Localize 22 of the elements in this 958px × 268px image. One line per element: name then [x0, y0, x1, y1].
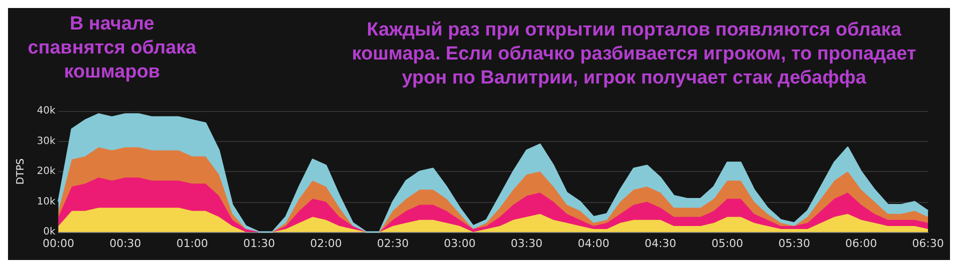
- x-tick-label: 03:00: [444, 237, 476, 250]
- x-tick-label: 02:00: [310, 237, 342, 250]
- x-tick-label: 01:30: [243, 237, 275, 250]
- y-tick-label: 40k: [36, 106, 56, 116]
- x-tick-label: 02:30: [377, 237, 409, 250]
- y-tick-label: 20k: [36, 166, 56, 177]
- y-tick-label: 10k: [36, 196, 56, 208]
- x-tick-label: 00:30: [109, 237, 142, 250]
- y-tick-label: 0k: [43, 226, 56, 238]
- x-tick-label: 03:30: [510, 237, 543, 250]
- x-tick-label: 01:00: [176, 237, 208, 250]
- x-tick-label: 04:30: [644, 237, 676, 250]
- x-tick-label: 05:00: [711, 237, 744, 250]
- y-axis-title: DTPS: [16, 158, 26, 185]
- x-tick-label: 05:30: [778, 237, 810, 250]
- x-tick-label: 00:00: [42, 237, 74, 250]
- x-tick-label: 04:00: [578, 237, 610, 250]
- x-tick-label: 06:00: [845, 237, 877, 250]
- x-tick-label: 06:30: [912, 237, 944, 250]
- text: В начале спавнятся облака кошмаров: [28, 14, 197, 82]
- y-tick-label: 30k: [36, 136, 56, 147]
- text: Каждый раз при открытии порталов появляются облака кошмара. Если облачко разбивается игроком, то пропадает урон по Валитрии, игрок получает стак дебаффа: [352, 20, 916, 88]
